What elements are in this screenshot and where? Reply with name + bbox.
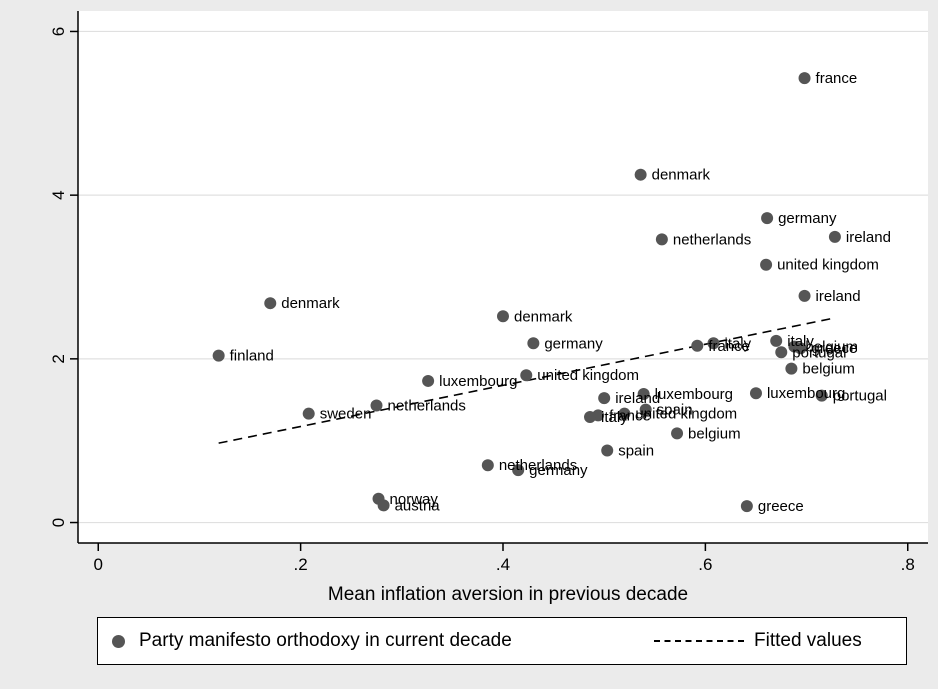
data-point — [212, 349, 225, 362]
data-point — [770, 334, 783, 347]
point-label: france — [816, 70, 858, 87]
data-point — [707, 337, 720, 350]
data-point — [618, 407, 631, 420]
point-label: netherlands — [388, 397, 466, 414]
y-tick-label: 2 — [49, 354, 68, 363]
point-label: germany — [529, 462, 588, 479]
point-label: ireland — [816, 288, 861, 305]
point-label: greece — [758, 498, 804, 515]
data-point — [740, 500, 753, 513]
data-point — [798, 72, 811, 85]
point-label: united kingdom — [537, 367, 639, 384]
data-point — [634, 168, 647, 181]
point-label: germany — [544, 335, 603, 352]
data-point — [584, 410, 597, 423]
point-label: france — [708, 338, 750, 355]
point-label: luxembourg — [655, 386, 733, 403]
point-label: netherlands — [673, 231, 751, 248]
data-point — [527, 337, 540, 350]
point-label: portugal — [792, 344, 846, 361]
data-point — [598, 392, 611, 405]
x-tick-label: .2 — [294, 555, 308, 574]
point-label: sweden — [320, 406, 372, 423]
data-point — [264, 297, 277, 310]
data-point — [794, 342, 807, 355]
x-tick-label: .8 — [901, 555, 915, 574]
x-axis-title: Mean inflation aversion in previous deca… — [328, 584, 688, 605]
legend-dashed-line — [654, 640, 744, 642]
point-label: norway — [390, 491, 439, 508]
axes: 0 2 4 6 0 .2 .4 .6 .8 — [49, 11, 928, 574]
point-label: portugal — [833, 388, 887, 405]
y-tick-label: 6 — [49, 27, 68, 36]
data-point — [749, 387, 762, 400]
point-label: denmark — [281, 295, 340, 312]
point-label: italy — [787, 333, 814, 350]
point-label: luxembourg — [767, 385, 845, 402]
point-label: germany — [778, 210, 837, 227]
point-label: greece — [812, 340, 858, 357]
point-label: italy — [724, 335, 751, 352]
data-point — [639, 403, 652, 416]
data-point — [601, 444, 614, 457]
y-tick-label: 0 — [49, 518, 68, 527]
data-point — [828, 230, 841, 243]
point-label: ireland — [615, 390, 660, 407]
x-tick-label: 0 — [94, 555, 103, 574]
data-point — [785, 362, 798, 375]
data-point — [481, 459, 494, 472]
point-labels-layer: france denmark germany ireland netherlands un… — [230, 70, 891, 515]
data-point — [655, 233, 668, 246]
point-label: denmark — [514, 308, 573, 325]
legend-label-fitted: Fitted values — [754, 630, 862, 651]
x-tick-label: .6 — [698, 555, 712, 574]
data-point — [370, 399, 383, 412]
legend: Party manifesto orthodoxy in current dec… — [97, 617, 907, 665]
data-point — [761, 212, 774, 225]
point-label: ireland — [846, 229, 891, 246]
data-point — [691, 339, 704, 352]
data-point — [798, 289, 811, 302]
point-label: austria — [395, 497, 441, 514]
point-label: belgium — [802, 361, 855, 378]
point-label: netherlands — [499, 457, 577, 474]
data-point — [760, 258, 773, 271]
point-label: luxembourg — [439, 373, 517, 390]
point-label: united kingdom — [635, 406, 737, 423]
point-label: france — [609, 407, 651, 424]
point-label: spain — [657, 402, 693, 419]
data-point — [302, 407, 315, 420]
plot-area — [78, 11, 928, 543]
legend-item-fitted: Fitted values — [654, 630, 862, 652]
points-layer — [212, 72, 841, 513]
data-point — [520, 369, 533, 382]
data-point — [637, 388, 650, 401]
point-label: united kingdom — [777, 257, 879, 274]
scatter-plot: 0 2 4 6 0 .2 .4 .6 .8 france denmark germany irelan… — [49, 11, 928, 605]
point-label: spain — [618, 443, 654, 460]
legend-label-points: Party manifesto orthodoxy in current dec… — [139, 630, 512, 651]
x-tick-label: .4 — [496, 555, 510, 574]
point-label: finland — [230, 348, 274, 365]
data-point — [815, 389, 828, 402]
data-point — [671, 427, 684, 440]
point-label: belgium — [805, 339, 858, 356]
data-point — [512, 464, 525, 477]
point-label: belgium — [688, 425, 741, 442]
data-point — [497, 310, 509, 323]
legend-item-points: Party manifesto orthodoxy in current dec… — [112, 630, 512, 652]
point-label: italy — [601, 409, 628, 426]
y-tick-label: 4 — [49, 190, 68, 199]
data-point — [775, 346, 788, 359]
point-label: denmark — [652, 167, 711, 184]
data-point — [377, 499, 390, 512]
data-point — [422, 374, 435, 387]
legend-point-marker — [112, 634, 125, 648]
